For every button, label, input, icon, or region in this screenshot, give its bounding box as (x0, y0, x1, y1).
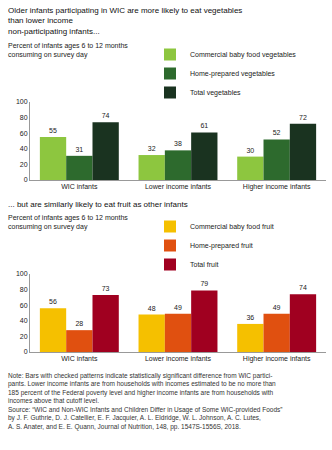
svg-text:61: 61 (200, 122, 208, 129)
svg-text:52: 52 (273, 129, 281, 136)
svg-text:56: 56 (49, 298, 57, 305)
svg-text:79: 79 (200, 280, 208, 287)
svg-text:48: 48 (148, 305, 156, 312)
svg-text:Lower income infants: Lower income infants (145, 355, 212, 362)
svg-text:Commercial baby food vegetable: Commercial baby food vegetables (190, 51, 296, 59)
svg-text:49: 49 (273, 304, 281, 311)
svg-text:38: 38 (174, 140, 182, 147)
svg-text:Higher income infants: Higher income infants (243, 355, 311, 363)
svg-text:Lower income infants: Lower income infants (145, 183, 212, 190)
svg-text:32: 32 (148, 145, 156, 152)
svg-text:Percent of infants ages 6 to 1: Percent of infants ages 6 to 12 monthsco… (8, 42, 128, 59)
svg-text:Home-prepared fruit: Home-prepared fruit (190, 242, 253, 250)
svg-text:55: 55 (49, 127, 57, 134)
svg-text:49: 49 (174, 304, 182, 311)
svg-text:WIC infants: WIC infants (61, 183, 98, 190)
svg-text:80: 80 (20, 114, 28, 121)
svg-text:20: 20 (20, 333, 28, 340)
svg-text:36: 36 (246, 314, 254, 321)
svg-text:40: 40 (20, 317, 28, 324)
svg-text:WIC infants: WIC infants (61, 355, 98, 362)
svg-text:... but are similarly likely t: ... but are similarly likely to eat frui… (8, 200, 188, 209)
svg-text:Home-prepared vegetables: Home-prepared vegetables (190, 70, 275, 78)
svg-text:Note: Bars with checked patter: Note: Bars with checked patterns indicat… (8, 372, 282, 431)
svg-text:Higher income infants: Higher income infants (243, 183, 311, 191)
svg-text:Commercial baby food fruit: Commercial baby food fruit (190, 223, 274, 231)
svg-text:72: 72 (299, 114, 307, 121)
svg-text:Older infants participating in: Older infants participating in WIC are m… (8, 6, 242, 36)
svg-text:74: 74 (102, 112, 110, 119)
svg-text:60: 60 (20, 302, 28, 309)
svg-text:80: 80 (20, 286, 28, 293)
svg-text:73: 73 (102, 285, 110, 292)
svg-text:0: 0 (24, 176, 28, 183)
svg-text:60: 60 (20, 130, 28, 137)
svg-text:20: 20 (20, 161, 28, 168)
svg-text:28: 28 (75, 320, 83, 327)
svg-text:100: 100 (16, 98, 28, 105)
svg-text:0: 0 (24, 348, 28, 355)
svg-text:Total vegetables: Total vegetables (190, 89, 241, 97)
svg-text:Percent of infants ages 6 to 1: Percent of infants ages 6 to 12 monthsco… (8, 214, 128, 231)
svg-text:100: 100 (16, 270, 28, 277)
svg-text:40: 40 (20, 145, 28, 152)
svg-text:31: 31 (75, 146, 83, 153)
svg-text:30: 30 (246, 147, 254, 154)
svg-text:Total fruit: Total fruit (190, 261, 218, 268)
svg-text:74: 74 (299, 284, 307, 291)
